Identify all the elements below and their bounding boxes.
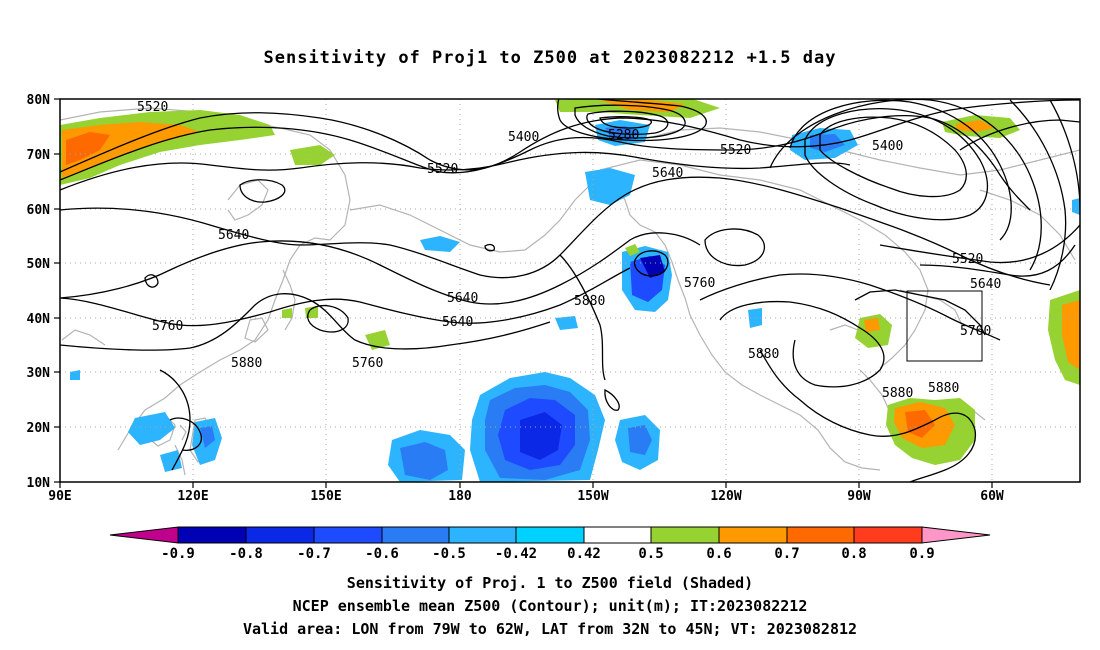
colorbar-label: 0.8: [841, 546, 866, 562]
lat-label: 80N: [27, 93, 51, 108]
lon-label: 90W: [847, 489, 871, 504]
colorbar-label: 0.7: [774, 546, 799, 562]
colorbar-swatch: [853, 526, 923, 544]
contour-label: 5880: [748, 347, 779, 362]
contour-label: 5760: [152, 319, 183, 334]
contour-labels: 5520 5400 5280 5520 5400 5520 5640 5640 …: [137, 100, 1001, 401]
lat-label: 10N: [27, 476, 51, 491]
latitude-axis: 80N 70N 60N 50N 40N 30N 20N 10N: [27, 93, 51, 491]
contour-label: 5640: [970, 277, 1001, 292]
caption-line: Valid area: LON from 79W to 62W, LAT fro…: [242, 620, 858, 638]
contour-label: 5880: [882, 386, 913, 401]
valid-area-box: [906, 290, 983, 362]
contour-label: 5400: [872, 139, 903, 154]
lat-label: 50N: [27, 257, 51, 272]
colorbar-label: -0.7: [297, 546, 331, 562]
lat-label: 20N: [27, 421, 51, 436]
colorbar-swatch: [177, 526, 247, 544]
colorbar-label: -0.42: [495, 546, 537, 562]
caption-line: NCEP ensemble mean Z500 (Contour); unit(…: [292, 597, 808, 615]
colorbar-low-arrow: [109, 526, 179, 544]
colorbar-swatch: [650, 526, 720, 544]
lon-label: 120E: [177, 489, 208, 504]
colorbar-swatch: [448, 526, 517, 544]
colorbar-label: -0.9: [161, 546, 195, 562]
colorbar-label: -0.5: [432, 546, 466, 562]
map-title: Sensitivity of Proj1 to Z500 at 20230822…: [263, 48, 837, 68]
caption: Sensitivity of Proj. 1 to Z500 field (Sh…: [0, 572, 1100, 641]
contour-label: 5760: [352, 356, 383, 371]
colorbar-label: 0.6: [706, 546, 731, 562]
colorbar-high-arrow: [921, 526, 991, 544]
lat-label: 60N: [27, 203, 51, 218]
contour-label: 5520: [952, 252, 983, 267]
lon-label: 90E: [48, 489, 71, 504]
colorbar-label: 0.9: [909, 546, 934, 562]
contour-label: 5760: [960, 324, 991, 339]
contour-label: 5880: [574, 294, 605, 309]
lat-label: 40N: [27, 312, 51, 327]
caption-line: Sensitivity of Proj. 1 to Z500 field (Sh…: [346, 574, 754, 592]
lat-lon-grid: [60, 99, 1080, 482]
colorbar-swatch: [583, 526, 652, 544]
contour-label: 5400: [508, 130, 539, 145]
axis-ticks: [54, 98, 993, 488]
contour-label: 5520: [720, 143, 751, 158]
colorbar-label: 0.42: [567, 546, 601, 562]
contour-label: 5520: [427, 162, 458, 177]
colorbar: -0.9 -0.8 -0.7 -0.6 -0.5 -0.42 0.42 0.5 …: [109, 526, 991, 562]
colorbar-swatch: [313, 526, 383, 544]
colorbar-swatch: [718, 526, 788, 544]
contour-label: 5880: [928, 381, 959, 396]
contour-label: 5880: [231, 356, 262, 371]
lon-label: 180: [448, 489, 472, 504]
lon-label: 150E: [310, 489, 341, 504]
contour-label: 5280: [608, 128, 639, 143]
lat-label: 30N: [27, 366, 51, 381]
longitude-axis: 90E 120E 150E 180 150W 120W 90W 60W: [48, 489, 1004, 504]
lat-label: 70N: [27, 148, 51, 163]
plot-frame: [59, 98, 1081, 483]
colorbar-swatch: [786, 526, 855, 544]
colorbar-swatch: [245, 526, 315, 544]
colorbar-swatch: [515, 526, 585, 544]
colorbar-label: -0.8: [229, 546, 263, 562]
contour-label: 5520: [137, 100, 168, 115]
colorbar-swatch: [381, 526, 450, 544]
contour-label: 5640: [652, 166, 683, 181]
colorbar-label: 0.5: [638, 546, 663, 562]
lon-label: 120W: [710, 489, 741, 504]
lon-label: 60W: [980, 489, 1004, 504]
z500-contours: [60, 99, 1080, 482]
contour-label: 5760: [684, 276, 715, 291]
contour-label: 5640: [447, 291, 478, 306]
contour-label: 5640: [218, 228, 249, 243]
contour-label: 5640: [442, 315, 473, 330]
colorbar-label: -0.6: [365, 546, 399, 562]
lon-label: 150W: [577, 489, 608, 504]
